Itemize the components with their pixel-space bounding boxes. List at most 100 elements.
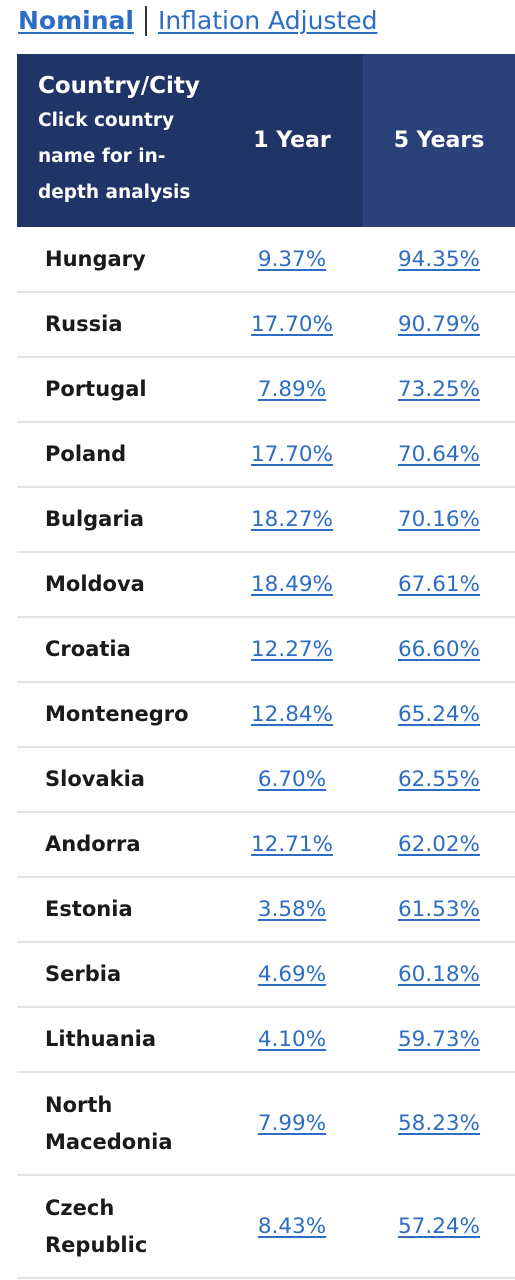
cell-5-years: 66.60%	[363, 617, 515, 682]
cell-5-years: 73.25%	[363, 357, 515, 422]
cell-1-year: 9.37%	[221, 227, 363, 292]
cell-5-years: 61.53%	[363, 877, 515, 942]
link-5-year-change[interactable]: 90.79%	[398, 312, 480, 337]
link-5-year-change[interactable]: 60.18%	[398, 962, 480, 987]
country-name[interactable]: Bulgaria	[45, 507, 145, 531]
cell-5-years: 58.23%	[363, 1072, 515, 1175]
cell-1-year: 7.99%	[221, 1072, 363, 1175]
table-row: Slovakia 6.70% 62.55%	[17, 747, 515, 812]
cell-1-year: 4.69%	[221, 942, 363, 1007]
country-name[interactable]: Andorra	[45, 832, 141, 856]
link-5-year-change[interactable]: 61.53%	[398, 897, 480, 922]
link-5-year-change[interactable]: 66.60%	[398, 637, 480, 662]
link-1-year-change[interactable]: 4.69%	[257, 962, 327, 987]
country-name[interactable]: Moldova	[45, 572, 145, 596]
link-5-year-change[interactable]: 94.35%	[398, 246, 480, 272]
header-country-city: Country/City Click country name for in-d…	[17, 54, 221, 227]
table-row: Andorra 12.71% 62.02%	[17, 812, 515, 877]
header-country-title: Country/City	[38, 72, 200, 99]
table-row: Hungary 9.37% 94.35%	[17, 227, 515, 292]
country-name[interactable]: Russia	[45, 312, 123, 336]
table-row: Russia 17.70% 90.79%	[17, 292, 515, 357]
country-name[interactable]: Croatia	[45, 637, 131, 661]
table-row: Bulgaria 18.27% 70.16%	[17, 487, 515, 552]
table-row: Estonia 3.58% 61.53%	[17, 877, 515, 942]
link-1-year-change[interactable]: 18.27%	[251, 507, 333, 532]
link-5-year-change[interactable]: 62.55%	[398, 767, 480, 792]
cell-1-year: 12.84%	[221, 682, 363, 747]
link-1-year-change[interactable]: 12.71%	[251, 832, 333, 857]
link-5-year-change[interactable]: 73.25%	[398, 377, 480, 402]
link-5-year-change[interactable]: 62.02%	[398, 832, 480, 857]
link-5-year-change[interactable]: 59.73%	[398, 1027, 480, 1052]
cell-5-years: 57.24%	[363, 1175, 515, 1278]
table-row: Poland 17.70% 70.64%	[17, 422, 515, 487]
table-row: Lithuania 4.10% 59.73%	[17, 1007, 515, 1072]
link-1-year-change[interactable]: 12.27%	[251, 637, 333, 662]
country-name[interactable]: Czech Republic	[45, 1195, 148, 1257]
cell-1-year: 18.49%	[221, 552, 363, 617]
table-row: Serbia 4.69% 60.18%	[17, 942, 515, 1007]
country-name[interactable]: Poland	[45, 442, 127, 466]
cell-5-years: 70.16%	[363, 487, 515, 552]
country-name[interactable]: North Macedonia	[45, 1092, 173, 1154]
cell-1-year: 18.27%	[221, 487, 363, 552]
cell-1-year: 3.58%	[221, 877, 363, 942]
link-1-year-change[interactable]: 17.70%	[251, 442, 333, 467]
country-name[interactable]: Portugal	[45, 377, 147, 401]
link-5-year-change[interactable]: 67.61%	[398, 572, 480, 597]
country-name[interactable]: Estonia	[45, 897, 133, 921]
tab-nominal[interactable]: Nominal	[18, 6, 134, 35]
tab-separator	[144, 6, 147, 36]
cell-5-years: 62.02%	[363, 812, 515, 877]
link-1-year-change[interactable]: 4.10%	[257, 1027, 327, 1052]
cell-1-year: 6.70%	[221, 747, 363, 812]
tab-inflation-adjusted[interactable]: Inflation Adjusted	[157, 6, 378, 35]
link-1-year-change[interactable]: 6.70%	[257, 767, 327, 792]
cell-1-year: 17.70%	[221, 292, 363, 357]
header-1-year[interactable]: 1 Year	[221, 54, 363, 227]
country-name[interactable]: Slovakia	[45, 767, 145, 791]
country-name[interactable]: Lithuania	[45, 1027, 157, 1051]
link-5-year-change[interactable]: 65.24%	[398, 702, 480, 727]
link-5-year-change[interactable]: 57.24%	[398, 1214, 480, 1239]
link-5-year-change[interactable]: 70.16%	[398, 507, 480, 532]
view-toggle: Nominal Inflation Adjusted	[18, 4, 378, 38]
cell-1-year: 4.10%	[221, 1007, 363, 1072]
cell-5-years: 60.18%	[363, 942, 515, 1007]
country-name[interactable]: Hungary	[45, 246, 146, 271]
country-name[interactable]: Montenegro	[45, 702, 189, 726]
cell-5-years: 62.55%	[363, 747, 515, 812]
cell-5-years: 94.35%	[363, 227, 515, 292]
link-5-year-change[interactable]: 58.23%	[398, 1111, 480, 1136]
cell-1-year: 17.70%	[221, 422, 363, 487]
cell-5-years: 65.24%	[363, 682, 515, 747]
link-1-year-change[interactable]: 18.49%	[251, 572, 333, 597]
table-header-row: Country/City Click country name for in-d…	[17, 54, 515, 227]
table-row: Portugal 7.89% 73.25%	[17, 357, 515, 422]
link-1-year-change[interactable]: 9.37%	[257, 246, 327, 272]
header-5-years[interactable]: 5 Years	[363, 54, 515, 227]
link-5-year-change[interactable]: 70.64%	[398, 442, 480, 467]
cell-5-years: 90.79%	[363, 292, 515, 357]
link-1-year-change[interactable]: 12.84%	[251, 702, 333, 727]
header-country-note: Click country name for in-depth analysis	[38, 109, 191, 203]
cell-1-year: 8.43%	[221, 1175, 363, 1278]
cell-5-years: 70.64%	[363, 422, 515, 487]
table-row: Czech Republic 8.43% 57.24%	[17, 1175, 515, 1278]
price-change-table: Country/City Click country name for in-d…	[17, 54, 515, 1279]
table-row: Moldova 18.49% 67.61%	[17, 552, 515, 617]
cell-1-year: 12.27%	[221, 617, 363, 682]
cell-1-year: 7.89%	[221, 357, 363, 422]
link-1-year-change[interactable]: 3.58%	[257, 897, 327, 922]
cell-5-years: 67.61%	[363, 552, 515, 617]
table-row: Croatia 12.27% 66.60%	[17, 617, 515, 682]
link-1-year-change[interactable]: 7.89%	[257, 377, 327, 402]
link-1-year-change[interactable]: 17.70%	[251, 312, 333, 337]
cell-1-year: 12.71%	[221, 812, 363, 877]
cell-5-years: 59.73%	[363, 1007, 515, 1072]
link-1-year-change[interactable]: 7.99%	[257, 1111, 327, 1136]
link-1-year-change[interactable]: 8.43%	[257, 1214, 327, 1239]
table-row: Montenegro 12.84% 65.24%	[17, 682, 515, 747]
country-name[interactable]: Serbia	[45, 962, 122, 986]
